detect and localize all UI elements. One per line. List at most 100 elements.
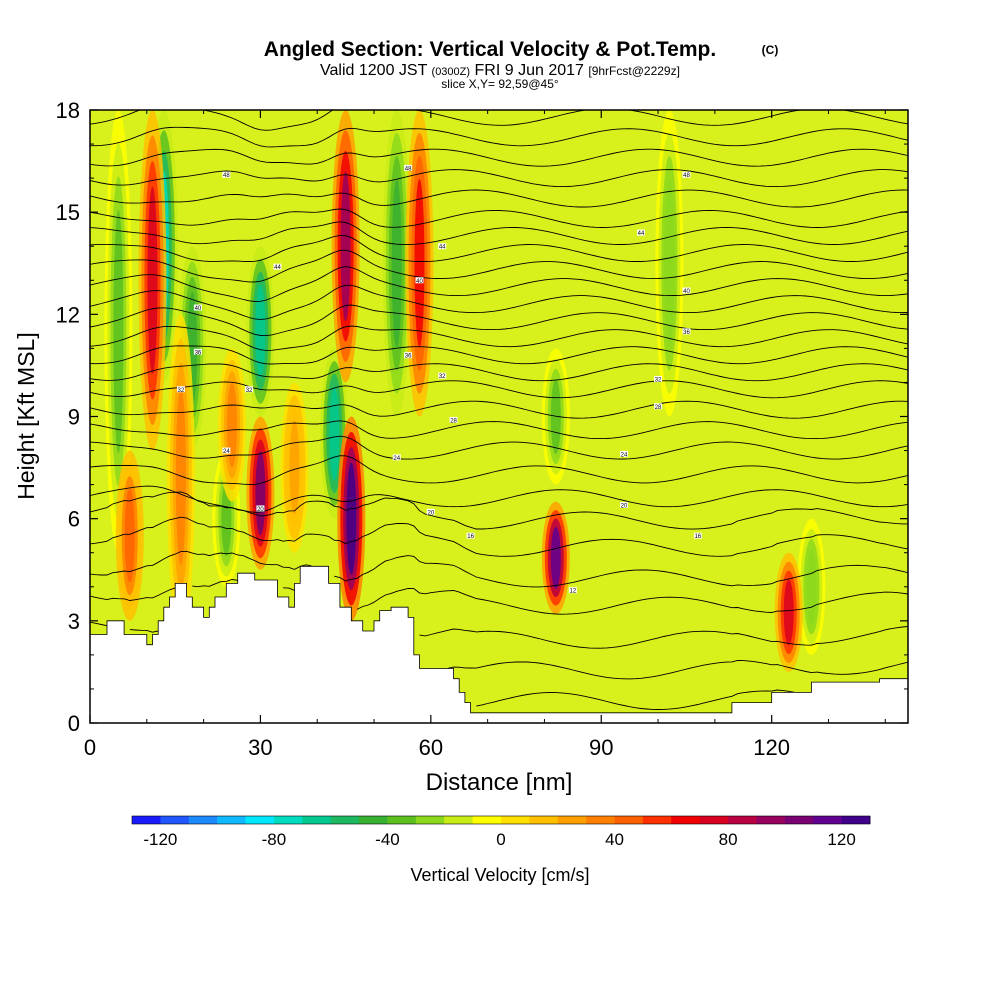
colorbar-swatch <box>756 816 786 824</box>
isentrope-label: 40 <box>195 306 202 312</box>
colorbar-swatch <box>160 816 190 824</box>
subtitle-zulu: (0300Z) <box>432 66 471 78</box>
isentrope-label-box <box>466 532 475 539</box>
isentrope-label-box <box>404 352 413 359</box>
isentrope-line <box>476 689 795 710</box>
colorbar-tick-label: 0 <box>496 830 505 849</box>
isentrope-label: 24 <box>621 452 628 458</box>
colorbar-swatch <box>728 816 757 824</box>
updraft-plume <box>346 462 357 575</box>
isentrope-label-box <box>438 372 447 379</box>
isentrope-label-box <box>256 505 265 512</box>
isentrope-label: 16 <box>467 534 474 540</box>
isentrope-label-box <box>654 376 663 383</box>
isentrope-label: 44 <box>638 231 645 237</box>
colorbar-swatch <box>784 816 814 824</box>
colorbar-swatch <box>841 816 871 824</box>
colorbar-tick-label: -120 <box>143 830 177 849</box>
colorbar-tick-label: -40 <box>375 830 400 849</box>
x-axis: 0 30 60 90 120 <box>84 110 886 760</box>
isentrope-label-box <box>245 386 254 393</box>
updraft-plume <box>289 420 300 515</box>
slice-info: slice X,Y= 92,59@45° <box>441 77 559 91</box>
isentrope-label: 20 <box>621 504 628 510</box>
isentrope-label: 32 <box>439 374 446 380</box>
x-tick-label: 120 <box>753 735 790 760</box>
downdraft-plume <box>806 549 817 625</box>
isentrope-label-box <box>449 416 458 423</box>
isentrope-label-box <box>193 348 202 355</box>
isentrope-label-box <box>438 243 447 250</box>
isentrope-label: 32 <box>246 388 253 394</box>
isentrope-line <box>90 325 908 351</box>
isentrope-line <box>90 435 908 460</box>
colorbar-swatch <box>359 816 388 824</box>
updraft-plume <box>340 171 351 322</box>
isentrope-label: 28 <box>655 405 662 411</box>
isentrope-label-box <box>654 403 663 410</box>
updraft-plume <box>227 382 238 468</box>
isentrope-line <box>90 266 908 302</box>
colorbar-swatch <box>444 816 474 824</box>
downdraft-plume <box>113 209 124 454</box>
isentrope-line <box>90 221 908 245</box>
isentrope-line <box>90 126 908 148</box>
colorbar-tick-label: 120 <box>827 830 855 849</box>
isentrope-line <box>90 420 908 440</box>
plot-area: 48 48 48 44 44 44 40 40 40 36 36 36 32 32 32 32 28 28 24 24… <box>90 110 908 723</box>
downdraft-plume <box>221 481 232 557</box>
colorbar-swatch <box>387 816 417 824</box>
isentrope-label: 36 <box>683 330 690 336</box>
isentrope-label: 20 <box>257 507 264 513</box>
x-tick-label: 30 <box>248 735 272 760</box>
isentrope-label: 12 <box>570 589 577 595</box>
colorbar-swatch <box>642 816 672 824</box>
isentrope-line <box>90 345 908 365</box>
isentrope-line <box>90 284 908 320</box>
isentrope-line <box>90 169 908 188</box>
isentrope-line <box>90 234 908 262</box>
isentrope-label: 48 <box>405 166 412 172</box>
x-tick-label: 60 <box>419 735 443 760</box>
downdraft-plume <box>664 178 675 348</box>
downdraft-plume <box>255 284 266 379</box>
isentrope-label: 16 <box>694 534 701 540</box>
colorbar-swatch <box>557 816 587 824</box>
terrain-mask <box>90 565 908 723</box>
y-tick-label: 12 <box>56 302 80 327</box>
isentrope-label-box <box>637 229 646 236</box>
isentrope-label-box <box>273 263 282 270</box>
colorbar-swatch <box>614 816 644 824</box>
colorbar-swatch <box>415 816 445 824</box>
x-tick-label: 0 <box>84 735 96 760</box>
colorbar-swatch <box>501 816 530 824</box>
x-axis-label: Distance [nm] <box>426 769 573 796</box>
colorbar-swatch <box>813 816 843 824</box>
colorbar-swatch <box>245 816 275 824</box>
subtitle-valid: Valid 1200 JST <box>320 62 428 79</box>
isentrope-line <box>90 304 908 337</box>
isentrope-label-box <box>222 447 231 454</box>
isentrope-label-box <box>693 532 702 539</box>
colorbar-swatch <box>217 816 246 824</box>
y-tick-label: 18 <box>56 98 80 123</box>
colorbar-swatch <box>472 816 502 824</box>
isentrope-label-box <box>404 164 413 171</box>
colorbar-label: Vertical Velocity [cm/s] <box>410 865 589 885</box>
colorbar-tick-label: 40 <box>605 830 624 849</box>
isentrope-line <box>90 550 908 588</box>
y-tick-label: 9 <box>68 405 80 430</box>
isentrope-line <box>90 148 908 167</box>
isentrope-label: 36 <box>195 350 202 356</box>
isentrope-line <box>90 621 908 649</box>
y-tick-label: 0 <box>68 711 80 736</box>
y-tick-label: 6 <box>68 507 80 532</box>
isentrope-label: 40 <box>683 289 690 295</box>
isentrope-label-box <box>415 277 424 284</box>
isentrope-label-box <box>176 386 185 393</box>
isentrope-label: 48 <box>223 173 230 179</box>
isentrope-line <box>90 455 908 485</box>
isentrope-line <box>90 380 908 399</box>
